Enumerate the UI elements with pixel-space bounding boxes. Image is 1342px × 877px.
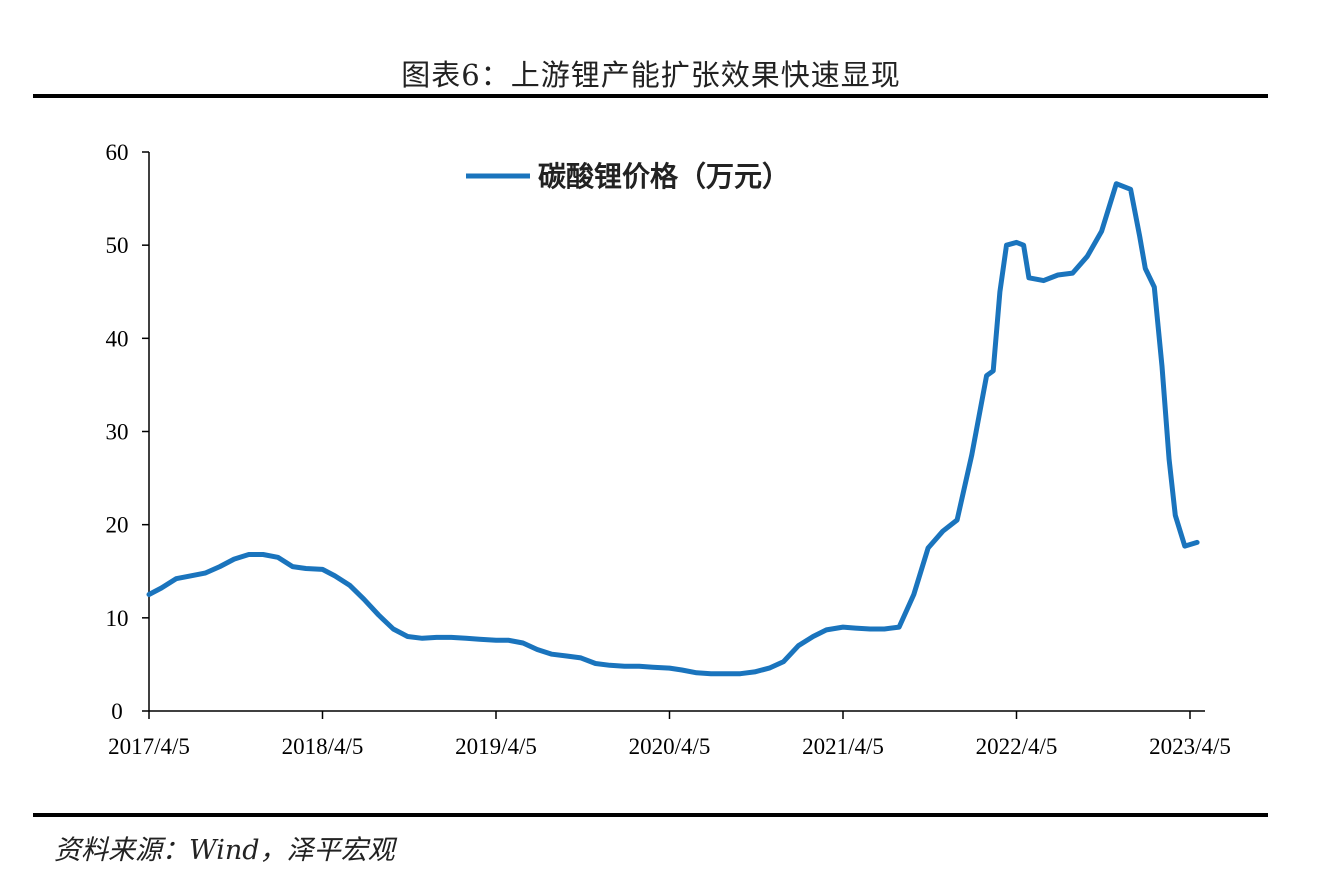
x-tick-label: 2021/4/5 [802, 734, 884, 759]
legend-label: 碳酸锂价格（万元） [538, 160, 790, 193]
y-tick-label: 10 [106, 606, 129, 631]
top-rule [33, 94, 1268, 98]
y-tick-label: 50 [106, 233, 129, 258]
x-tick-label: 2020/4/5 [629, 734, 711, 759]
y-tick-label: 0 [111, 699, 123, 724]
x-tick-label: 2018/4/5 [282, 734, 364, 759]
x-tick-label: 2019/4/5 [455, 734, 537, 759]
plot-area [146, 181, 1200, 677]
y-tick-label: 20 [106, 513, 129, 538]
series-line-0 [146, 181, 1200, 677]
legend: 碳酸锂价格（万元） [466, 160, 790, 193]
x-tick-label: 2022/4/5 [976, 734, 1058, 759]
y-tick-label: 30 [106, 420, 129, 445]
y-tick-label: 60 [106, 140, 129, 165]
y-tick-label: 40 [106, 326, 129, 351]
axes: 0 10 20 30 40 50 60 2017/4/5 2018/4/5 2019/4/5 202… [106, 140, 1231, 759]
bottom-rule [33, 813, 1268, 817]
source-note: 资料来源：Wind，泽平宏观 [54, 835, 395, 866]
x-tick-label: 2017/4/5 [108, 734, 190, 759]
x-tick-label: 2023/4/5 [1149, 734, 1231, 759]
chart-title: 图表6：上游锂产能扩张效果快速显现 [401, 58, 901, 92]
